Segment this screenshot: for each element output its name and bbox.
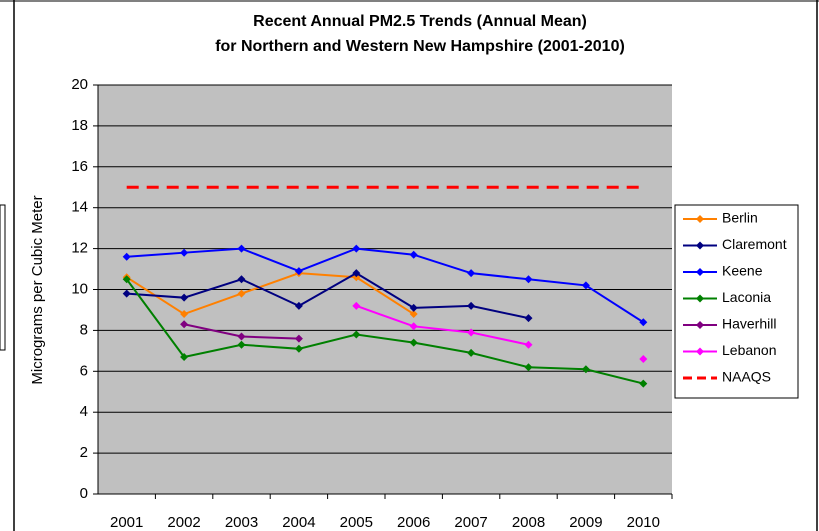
y-tick-label: 4 bbox=[80, 403, 88, 420]
point bbox=[409, 322, 418, 331]
series-line bbox=[125, 278, 644, 385]
y-tick-label: 18 bbox=[71, 117, 88, 134]
point bbox=[639, 379, 648, 388]
point bbox=[180, 310, 189, 319]
point bbox=[352, 269, 361, 278]
side-box bbox=[0, 204, 6, 351]
point bbox=[237, 289, 246, 298]
series-line bbox=[126, 271, 529, 320]
point bbox=[524, 314, 533, 323]
point bbox=[639, 355, 648, 364]
point bbox=[294, 344, 303, 353]
legend-label: NAAQS bbox=[722, 369, 771, 385]
legend-label: Laconia bbox=[722, 289, 771, 305]
x-tick-label: 2001 bbox=[110, 514, 143, 531]
y-tick-label: 16 bbox=[71, 158, 88, 175]
point bbox=[294, 334, 303, 343]
point bbox=[237, 340, 246, 349]
point bbox=[180, 248, 189, 257]
point bbox=[467, 328, 476, 337]
x-tick-label: 2006 bbox=[397, 514, 430, 531]
x-tick-label: 2008 bbox=[512, 514, 545, 531]
y-axis-label: Micrograms per Cubic Meter bbox=[29, 195, 46, 384]
legend-label: Keene bbox=[722, 263, 763, 279]
legend-label: Berlin bbox=[722, 210, 758, 226]
point bbox=[294, 301, 303, 310]
legend-marker bbox=[696, 294, 704, 303]
y-tick-label: 8 bbox=[80, 321, 88, 338]
y-tick-label: 2 bbox=[80, 444, 88, 461]
point bbox=[409, 338, 418, 347]
point bbox=[581, 365, 590, 374]
legend bbox=[674, 204, 799, 399]
point bbox=[294, 267, 303, 276]
x-tick-label: 2002 bbox=[167, 514, 200, 531]
legend-marker bbox=[696, 321, 704, 329]
point bbox=[467, 348, 476, 357]
point bbox=[581, 281, 590, 290]
x-tick-label: 2010 bbox=[627, 514, 660, 531]
point bbox=[122, 289, 131, 298]
point bbox=[409, 310, 418, 319]
y-tick-label: 10 bbox=[71, 280, 88, 297]
legend-marker bbox=[696, 268, 704, 276]
point bbox=[122, 252, 131, 261]
x-tick-label: 2003 bbox=[225, 514, 258, 531]
point bbox=[237, 332, 246, 341]
point bbox=[180, 320, 189, 329]
y-tick-label: 14 bbox=[71, 199, 88, 216]
y-tick-label: 6 bbox=[80, 362, 88, 379]
point bbox=[524, 275, 533, 284]
chart-title: for Northern and Western New Hampshire (… bbox=[215, 38, 625, 55]
series-line bbox=[126, 247, 644, 324]
point bbox=[122, 275, 131, 284]
point bbox=[639, 318, 648, 327]
series-line bbox=[126, 272, 415, 316]
point bbox=[524, 340, 533, 349]
point bbox=[352, 244, 361, 253]
legend-label: Claremont bbox=[722, 236, 787, 252]
point bbox=[467, 269, 476, 278]
legend-label: Haverhill bbox=[722, 316, 776, 332]
x-tick-label: 2009 bbox=[569, 514, 602, 531]
point bbox=[237, 275, 246, 284]
x-tick-label: 2005 bbox=[340, 514, 373, 531]
point bbox=[524, 363, 533, 372]
y-tick-label: 0 bbox=[80, 485, 88, 502]
legend-marker bbox=[696, 215, 704, 223]
point bbox=[409, 250, 418, 259]
point bbox=[180, 352, 189, 361]
chart-title: Recent Annual PM2.5 Trends (Annual Mean) bbox=[253, 13, 587, 30]
y-tick-label: 20 bbox=[71, 76, 88, 93]
point bbox=[467, 301, 476, 310]
legend-label: Lebanon bbox=[722, 342, 777, 358]
point bbox=[180, 293, 189, 302]
legend-marker bbox=[696, 347, 704, 356]
point bbox=[409, 303, 418, 312]
x-tick-label: 2004 bbox=[282, 514, 315, 531]
point bbox=[352, 330, 361, 339]
point bbox=[352, 301, 361, 310]
legend-marker bbox=[696, 241, 704, 250]
point bbox=[237, 244, 246, 253]
x-tick-label: 2007 bbox=[454, 514, 487, 531]
y-tick-label: 12 bbox=[71, 240, 88, 257]
